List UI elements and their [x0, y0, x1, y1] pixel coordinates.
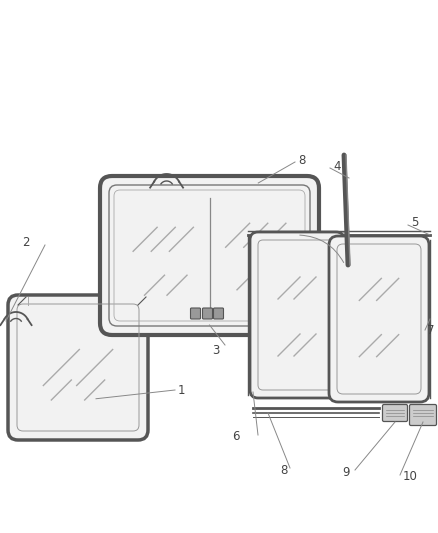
Text: 8: 8 — [281, 464, 288, 477]
Text: 1: 1 — [178, 384, 186, 397]
Text: 9: 9 — [343, 465, 350, 479]
Text: 6: 6 — [233, 431, 240, 443]
Text: 5: 5 — [411, 216, 418, 230]
Text: 2: 2 — [22, 237, 30, 249]
Text: 3: 3 — [212, 343, 220, 357]
Text: 8: 8 — [298, 154, 305, 166]
FancyBboxPatch shape — [329, 236, 429, 402]
FancyBboxPatch shape — [8, 295, 148, 440]
FancyBboxPatch shape — [202, 308, 212, 319]
FancyBboxPatch shape — [191, 308, 201, 319]
Text: 4: 4 — [333, 160, 340, 174]
FancyBboxPatch shape — [100, 176, 319, 335]
Text: 7: 7 — [427, 324, 434, 336]
FancyBboxPatch shape — [250, 232, 344, 398]
FancyBboxPatch shape — [410, 405, 437, 425]
Text: 10: 10 — [403, 470, 418, 482]
FancyBboxPatch shape — [382, 405, 407, 422]
FancyBboxPatch shape — [213, 308, 223, 319]
